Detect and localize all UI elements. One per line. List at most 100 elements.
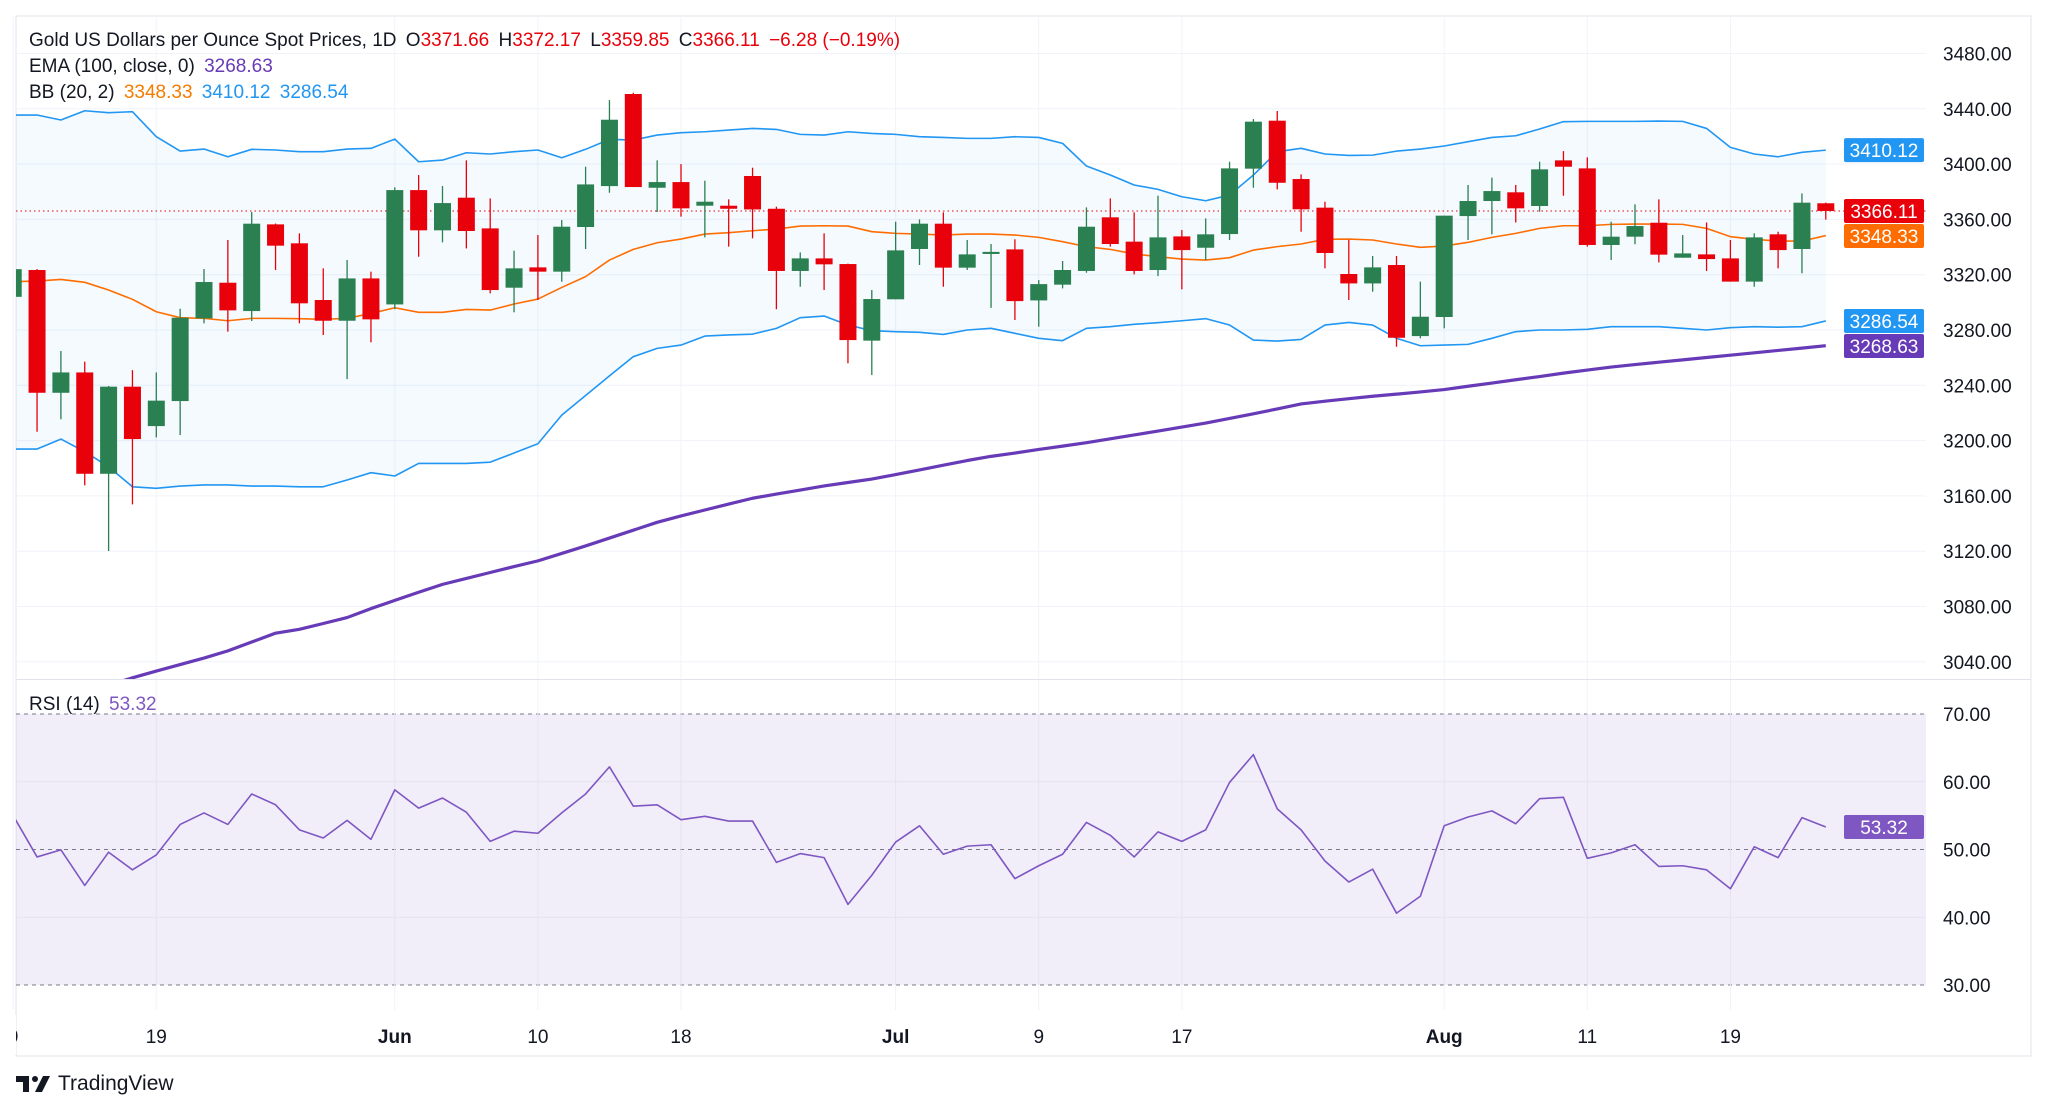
candle[interactable] xyxy=(100,385,118,552)
candle-body xyxy=(1769,234,1787,251)
candle[interactable] xyxy=(195,269,213,324)
candle[interactable] xyxy=(76,361,94,486)
symbol-title[interactable]: Gold US Dollars per Ounce Spot Prices, 1… xyxy=(29,30,397,51)
candle[interactable] xyxy=(982,244,1000,308)
candle[interactable] xyxy=(1292,174,1310,232)
candle[interactable] xyxy=(434,186,451,243)
candle[interactable] xyxy=(791,252,809,287)
axis-mask xyxy=(0,1015,16,1055)
candle[interactable] xyxy=(5,264,22,303)
candle[interactable] xyxy=(815,233,833,291)
candle[interactable] xyxy=(1531,161,1549,212)
candle[interactable] xyxy=(1554,151,1572,196)
ema-legend[interactable]: EMA (100, close, 0) 3268.63 xyxy=(29,55,277,79)
candle[interactable] xyxy=(911,219,928,266)
candle[interactable] xyxy=(1435,215,1453,329)
candle[interactable] xyxy=(648,160,666,213)
candle[interactable] xyxy=(863,290,881,376)
candle[interactable] xyxy=(28,269,46,432)
candle[interactable] xyxy=(457,160,475,249)
candle[interactable] xyxy=(1578,157,1596,247)
candle[interactable] xyxy=(1340,239,1358,300)
candle-body xyxy=(290,243,308,304)
rsi-pane[interactable] xyxy=(13,714,1926,985)
candle[interactable] xyxy=(267,223,285,270)
candle[interactable] xyxy=(1483,177,1501,235)
candle[interactable] xyxy=(410,175,428,257)
rsi-legend[interactable]: RSI (14) 53.32 xyxy=(29,693,161,717)
candle[interactable] xyxy=(934,212,952,287)
candle[interactable] xyxy=(1173,230,1191,290)
time-axis[interactable]: 919Jun1018Jul917Aug1119 xyxy=(0,1015,1741,1055)
candle[interactable] xyxy=(767,206,785,310)
candle[interactable] xyxy=(887,221,905,300)
candle[interactable] xyxy=(1698,222,1716,271)
bb-legend[interactable]: BB (20, 2) 3348.33 3410.12 3286.54 xyxy=(29,81,352,105)
candle[interactable] xyxy=(1411,281,1429,339)
candle[interactable] xyxy=(290,233,308,324)
price-pane[interactable] xyxy=(5,92,1926,715)
candle[interactable] xyxy=(171,308,189,436)
tradingview-logo[interactable]: TradingView xyxy=(16,1072,174,1096)
candle[interactable] xyxy=(1602,221,1620,261)
candle[interactable] xyxy=(1507,184,1525,223)
candle[interactable] xyxy=(505,250,523,313)
candle[interactable] xyxy=(720,199,738,247)
candle[interactable] xyxy=(1674,235,1692,258)
candle[interactable] xyxy=(219,239,237,332)
candle-body xyxy=(76,372,94,474)
candle[interactable] xyxy=(1125,212,1143,275)
candle[interactable] xyxy=(481,198,499,294)
candle[interactable] xyxy=(386,187,404,310)
candle[interactable] xyxy=(1745,233,1763,287)
candle[interactable] xyxy=(1793,193,1811,274)
candle[interactable] xyxy=(1769,231,1787,269)
candle[interactable] xyxy=(1459,184,1477,240)
rsi-line xyxy=(16,753,1827,914)
candle[interactable] xyxy=(839,263,857,364)
candle[interactable] xyxy=(744,167,762,239)
candle[interactable] xyxy=(1268,111,1286,190)
candle[interactable] xyxy=(1221,161,1239,240)
candle[interactable] xyxy=(147,372,165,438)
candle[interactable] xyxy=(600,100,618,193)
candle[interactable] xyxy=(672,164,690,217)
candle[interactable] xyxy=(338,260,356,380)
candle[interactable] xyxy=(362,271,380,343)
candle[interactable] xyxy=(624,92,642,188)
candle[interactable] xyxy=(1650,199,1668,263)
rsi-value: 53.32 xyxy=(109,694,157,715)
candle[interactable] xyxy=(1721,239,1739,282)
candle[interactable] xyxy=(1244,119,1262,188)
candle[interactable] xyxy=(123,370,141,505)
candle[interactable] xyxy=(52,351,70,420)
candle[interactable] xyxy=(529,235,547,300)
candle[interactable] xyxy=(314,268,332,335)
candle[interactable] xyxy=(1149,195,1167,277)
bb-upper-line xyxy=(16,109,1826,202)
candle-body xyxy=(720,205,738,209)
candle[interactable] xyxy=(958,239,976,270)
candle[interactable] xyxy=(577,166,595,249)
candle[interactable] xyxy=(696,180,714,238)
candle[interactable] xyxy=(1817,202,1835,220)
candle[interactable] xyxy=(1030,280,1048,327)
candle[interactable] xyxy=(1101,198,1119,247)
candle[interactable] xyxy=(1197,218,1215,261)
candle[interactable] xyxy=(1626,204,1644,245)
candle-body xyxy=(1173,236,1191,251)
candle[interactable] xyxy=(553,220,571,282)
candle-body xyxy=(314,299,332,321)
bb-basis-value: 3348.33 xyxy=(123,82,193,103)
candle[interactable] xyxy=(1006,239,1024,321)
candle[interactable] xyxy=(1364,256,1382,292)
bb-upper-value: 3410.12 xyxy=(201,82,271,103)
candle[interactable] xyxy=(1316,201,1334,269)
candle[interactable] xyxy=(1077,207,1095,273)
candle[interactable] xyxy=(1388,256,1405,347)
candle-body xyxy=(1578,168,1596,245)
candle[interactable] xyxy=(243,212,261,322)
price-axis[interactable]: 3480.00 3440.00 3400.00 3360.00 3320.00 3280.… xyxy=(1943,45,2012,998)
candle[interactable] xyxy=(1054,261,1072,289)
